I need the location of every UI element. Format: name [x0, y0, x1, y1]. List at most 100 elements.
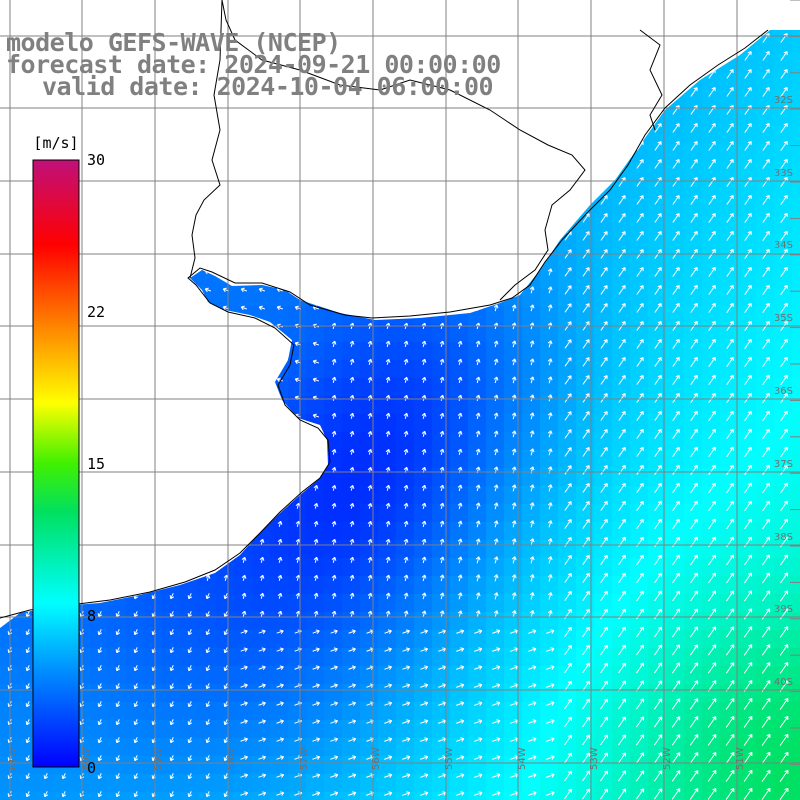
- speed-cell: [702, 252, 721, 271]
- speed-cell: [378, 432, 397, 451]
- speed-cell: [504, 468, 523, 487]
- speed-cell: [630, 288, 649, 307]
- speed-cell: [648, 486, 667, 505]
- speed-cell: [306, 342, 325, 361]
- speed-cell: [396, 396, 415, 415]
- speed-cell: [666, 162, 685, 181]
- speed-cell: [396, 414, 415, 433]
- lat-label: 34S: [774, 240, 793, 251]
- speed-cell: [306, 504, 325, 523]
- speed-cell: [486, 396, 505, 415]
- speed-cell: [432, 576, 451, 595]
- speed-cell: [144, 630, 163, 649]
- speed-cell: [720, 468, 739, 487]
- speed-cell: [324, 504, 343, 523]
- speed-cell: [414, 630, 433, 649]
- speed-cell: [612, 468, 631, 487]
- speed-cell: [432, 324, 451, 343]
- speed-cell: [558, 252, 577, 271]
- speed-cell: [432, 594, 451, 613]
- speed-cell: [648, 324, 667, 343]
- speed-cell: [630, 468, 649, 487]
- speed-cell: [594, 630, 613, 649]
- lat-label: 32S: [774, 95, 793, 106]
- speed-cell: [666, 522, 685, 541]
- speed-cell: [756, 180, 775, 199]
- speed-cell: [342, 648, 361, 667]
- speed-cell: [486, 342, 505, 361]
- speed-cell: [522, 648, 541, 667]
- speed-cell: [378, 558, 397, 577]
- speed-cell: [486, 306, 505, 325]
- speed-cell: [396, 324, 415, 343]
- speed-cell: [0, 666, 19, 685]
- speed-cell: [774, 594, 793, 613]
- speed-cell: [684, 90, 703, 109]
- speed-cell: [540, 378, 559, 397]
- speed-cell: [468, 378, 487, 397]
- speed-cell: [630, 270, 649, 289]
- speed-cell: [774, 414, 793, 433]
- speed-cell: [450, 522, 469, 541]
- speed-cell: [162, 666, 181, 685]
- speed-cell: [756, 594, 775, 613]
- speed-cell: [540, 306, 559, 325]
- speed-cell: [720, 306, 739, 325]
- speed-cell: [774, 648, 793, 667]
- speed-cell: [288, 648, 307, 667]
- speed-cell: [612, 180, 631, 199]
- speed-cell: [252, 594, 271, 613]
- speed-cell: [450, 630, 469, 649]
- speed-cell: [702, 594, 721, 613]
- speed-cell: [180, 594, 199, 613]
- speed-cell: [576, 432, 595, 451]
- speed-cell: [486, 522, 505, 541]
- speed-cell: [594, 414, 613, 433]
- speed-cell: [720, 198, 739, 217]
- speed-cell: [630, 504, 649, 523]
- speed-cell: [774, 396, 793, 415]
- colorbar-unit: [m/s]: [33, 134, 78, 152]
- colorbar-tick-22: 22: [87, 303, 105, 321]
- lat-label: 37S: [774, 459, 793, 470]
- speed-cell: [792, 774, 800, 793]
- speed-cell: [342, 432, 361, 451]
- speed-cell: [504, 450, 523, 469]
- speed-cell: [738, 198, 757, 217]
- speed-cell: [630, 450, 649, 469]
- speed-cell: [684, 648, 703, 667]
- speed-cell: [630, 486, 649, 505]
- speed-cell: [126, 594, 145, 613]
- speed-cell: [756, 72, 775, 91]
- speed-cell: [738, 342, 757, 361]
- speed-cell: [234, 648, 253, 667]
- speed-cell: [756, 648, 775, 667]
- speed-cell: [342, 540, 361, 559]
- speed-cell: [468, 540, 487, 559]
- speed-cell: [450, 576, 469, 595]
- speed-cell: [792, 666, 800, 685]
- speed-cell: [738, 792, 757, 800]
- speed-cell: [324, 594, 343, 613]
- speed-cell: [756, 108, 775, 127]
- speed-cell: [702, 486, 721, 505]
- speed-cell: [360, 360, 379, 379]
- speed-cell: [324, 540, 343, 559]
- speed-cell: [288, 396, 307, 415]
- speed-cell: [396, 630, 415, 649]
- speed-cell: [342, 504, 361, 523]
- speed-cell: [450, 504, 469, 523]
- speed-cell: [306, 522, 325, 541]
- speed-cell: [414, 324, 433, 343]
- speed-cell: [774, 630, 793, 649]
- speed-cell: [756, 486, 775, 505]
- speed-cell: [612, 378, 631, 397]
- speed-cell: [450, 540, 469, 559]
- colorbar-tick-30: 30: [87, 151, 105, 169]
- speed-cell: [558, 288, 577, 307]
- speed-cell: [360, 450, 379, 469]
- speed-cell: [702, 108, 721, 127]
- speed-cell: [792, 30, 800, 37]
- speed-cell: [666, 180, 685, 199]
- speed-cell: [630, 342, 649, 361]
